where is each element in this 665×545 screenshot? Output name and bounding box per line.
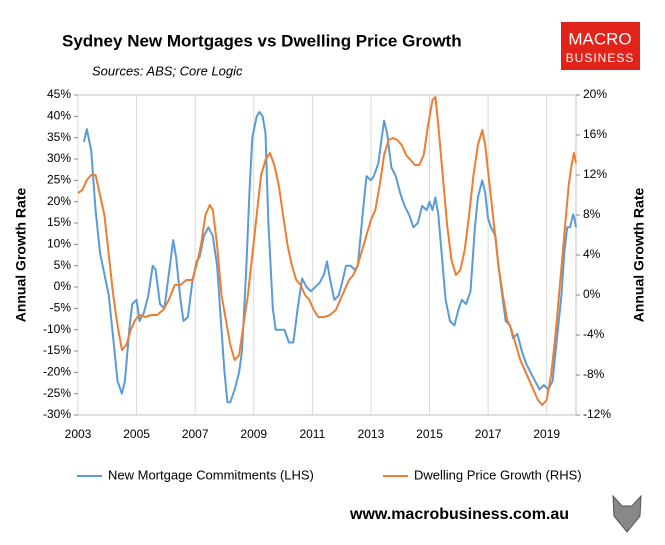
- y2-tick-label: 12%: [583, 167, 607, 181]
- y2-tick-label: 20%: [583, 87, 607, 101]
- y2-tick-label: 0%: [583, 287, 601, 301]
- y-tick-label: 45%: [47, 87, 71, 101]
- y2-tick-label: -12%: [583, 407, 611, 421]
- y2-tick-label: 4%: [583, 247, 601, 261]
- legend-label: New Mortgage Commitments (LHS): [108, 467, 314, 482]
- y-tick-label: 10%: [47, 237, 71, 251]
- x-tick-label: 2007: [182, 427, 209, 441]
- logo-text: BUSINESS: [566, 51, 635, 65]
- y-tick-label: -15%: [43, 343, 71, 357]
- chart-subtitle: Sources: ABS; Core Logic: [92, 63, 243, 78]
- wolf-icon: [612, 494, 642, 533]
- y-tick-label: 5%: [54, 258, 72, 272]
- x-tick-label: 2013: [358, 427, 385, 441]
- y2-axis-label: Annual Growth Rate: [631, 188, 647, 323]
- y-tick-label: -5%: [50, 301, 72, 315]
- y-tick-label: 30%: [47, 151, 71, 165]
- y-tick-label: -20%: [43, 365, 71, 379]
- website: www.macrobusiness.com.au: [349, 506, 569, 523]
- x-tick-label: 2015: [416, 427, 443, 441]
- y2-tick-label: 16%: [583, 127, 607, 141]
- y-tick-label: -30%: [43, 407, 71, 421]
- x-tick-label: 2017: [475, 427, 502, 441]
- y2-tick-label: -4%: [583, 327, 605, 341]
- y-tick-label: -25%: [43, 386, 71, 400]
- y-axis-label: Annual Growth Rate: [13, 188, 29, 323]
- y-tick-label: 35%: [47, 130, 71, 144]
- legend-label: Dwelling Price Growth (RHS): [414, 467, 582, 482]
- plot-area: [77, 94, 577, 416]
- x-tick-label: 2009: [240, 427, 267, 441]
- x-tick-label: 2005: [123, 427, 150, 441]
- chart-title: Sydney New Mortgages vs Dwelling Price G…: [62, 31, 462, 50]
- y-tick-label: 25%: [47, 173, 71, 187]
- y2-tick-label: 8%: [583, 207, 601, 221]
- y2-tick-label: -8%: [583, 367, 605, 381]
- x-tick-label: 2019: [533, 427, 560, 441]
- x-tick-label: 2003: [65, 427, 92, 441]
- logo-box: [561, 22, 640, 70]
- data-line: [77, 96, 577, 406]
- x-tick-label: 2011: [299, 427, 325, 441]
- y-tick-label: 15%: [47, 215, 71, 229]
- y-tick-label: 20%: [47, 194, 71, 208]
- y-tick-label: -10%: [43, 322, 71, 336]
- y-tick-label: 40%: [47, 109, 71, 123]
- y-tick-label: 0%: [54, 279, 72, 293]
- logo-text: MACRO: [568, 29, 631, 48]
